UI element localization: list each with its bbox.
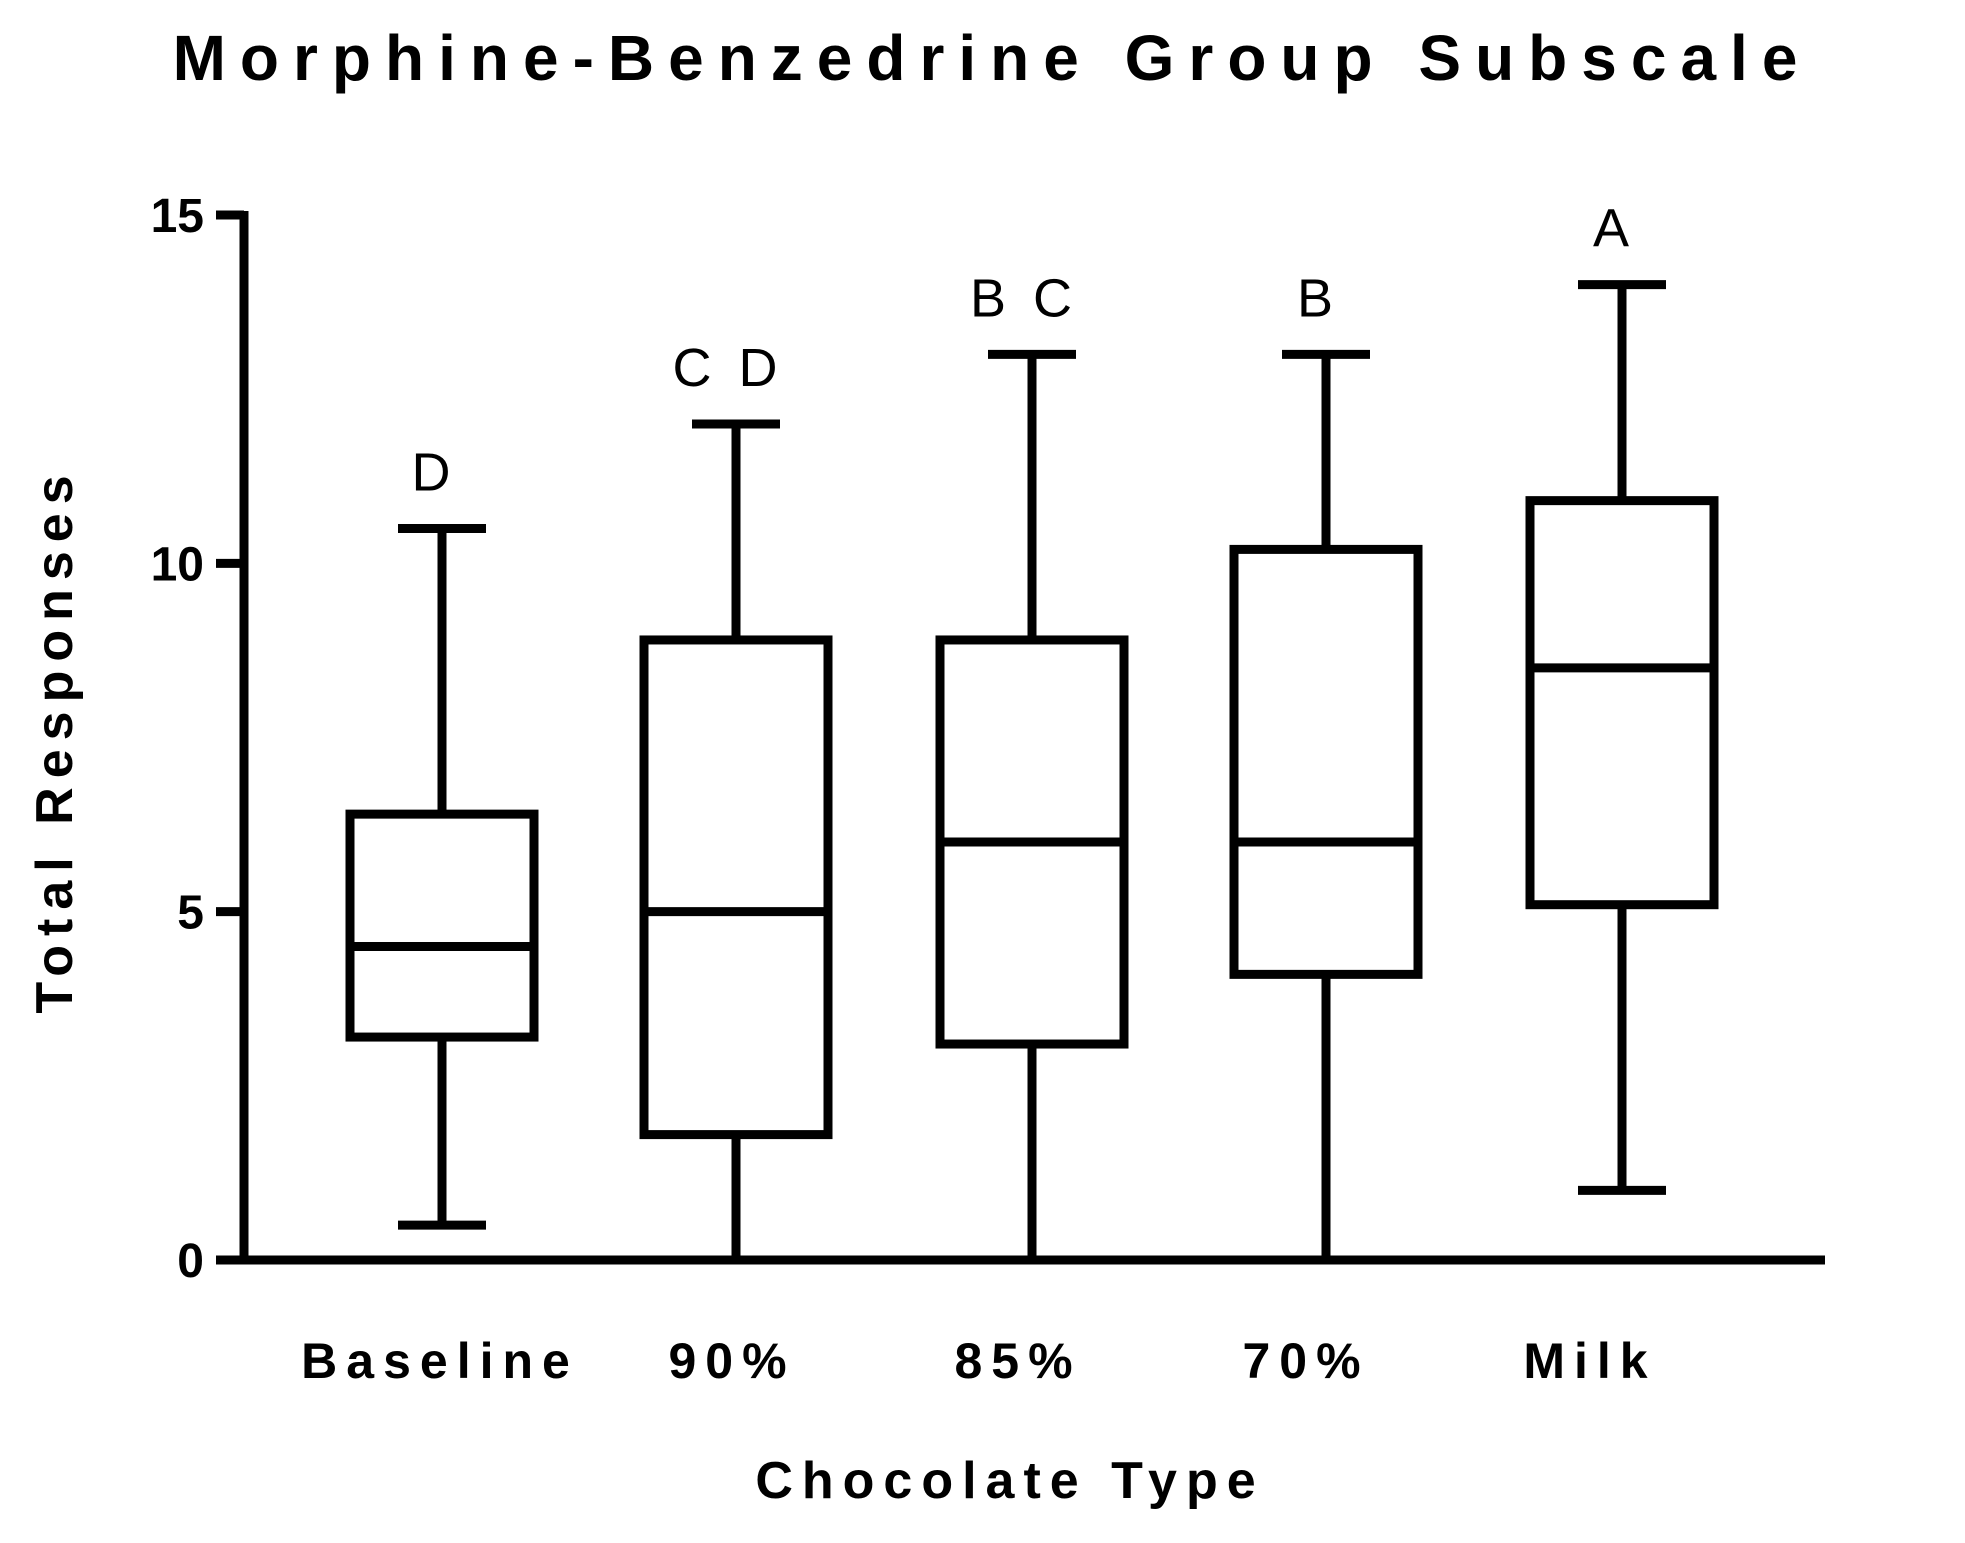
x-tick-label: Milk [1523,1333,1656,1389]
significance-letter: B [1297,268,1339,328]
iqr-box [639,635,833,1140]
box-5: A [1525,199,1719,1195]
y-tick-label: 15 [151,190,204,243]
box-1: D [345,443,539,1230]
chart-title: Morphine-Benzedrine Group Subscale [173,22,1812,94]
significance-letter: B C [970,268,1078,328]
x-tick-label: Baseline [301,1333,579,1389]
significance-letter: A [1593,199,1635,259]
box-2: C D [639,338,833,1260]
significance-letter: C D [673,338,784,398]
y-axis-label: Total Responses [26,466,84,1013]
y-tick-label: 0 [177,1235,204,1288]
boxes: D C D B C B A [345,199,1719,1260]
x-axis-label: Chocolate Type [755,1452,1264,1510]
iqr-box [1229,544,1423,979]
x-tick-label: 85% [954,1333,1081,1389]
iqr-box [345,809,539,1042]
y-tick-label: 10 [151,538,204,591]
y-tick-label: 5 [177,887,204,940]
significance-letter: D [412,443,457,503]
x-tick-label: 70% [1242,1333,1369,1389]
x-tick-label: 90% [668,1333,795,1389]
box-4: B [1229,268,1423,1260]
axes: 0 5 10 15 Baseline 90% 85% 70% Milk [151,190,1825,1389]
iqr-box [1525,496,1719,910]
box-3: B C [935,268,1129,1260]
